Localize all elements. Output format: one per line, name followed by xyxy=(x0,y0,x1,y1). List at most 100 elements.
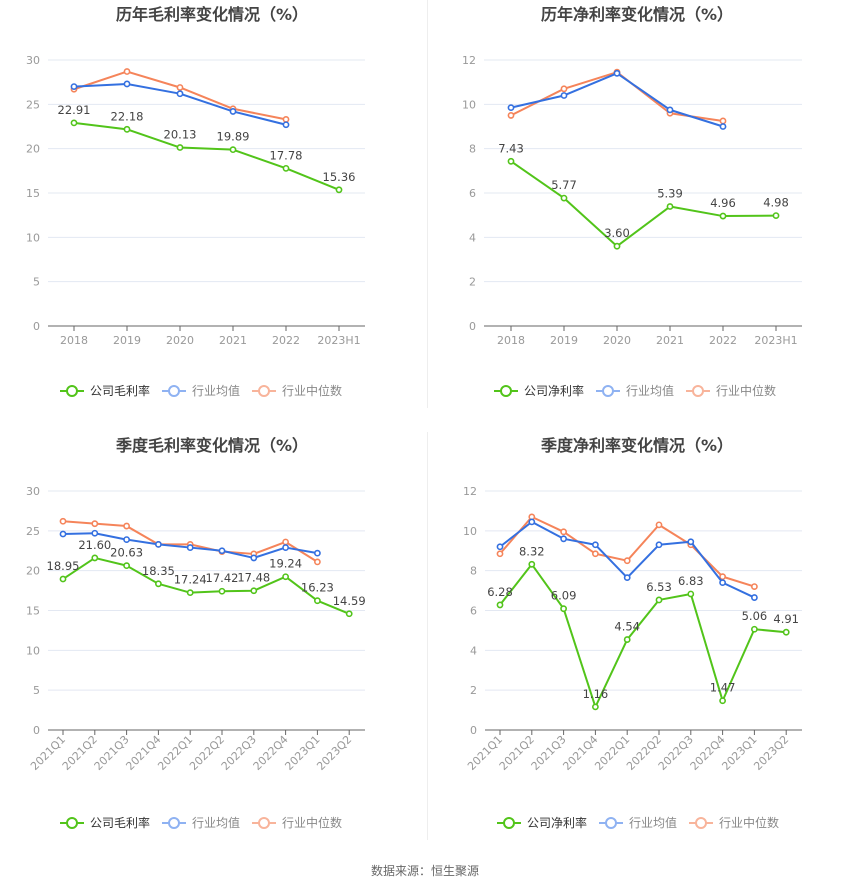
legend-item-median[interactable]: 行业中位数 xyxy=(252,383,342,398)
legend-item-company[interactable]: 公司净利率 xyxy=(497,815,587,830)
data-point-company[interactable] xyxy=(750,625,758,633)
legend-item-median[interactable]: 行业中位数 xyxy=(686,383,776,398)
y-tick-label: 4 xyxy=(469,231,476,244)
data-point-avg[interactable] xyxy=(750,594,758,601)
data-point-company[interactable] xyxy=(335,186,343,194)
data-point-median[interactable] xyxy=(719,573,726,581)
legend-item-avg[interactable]: 行业均值 xyxy=(162,815,240,830)
data-point-company[interactable] xyxy=(345,610,353,618)
legend-item-company[interactable]: 公司毛利率 xyxy=(60,383,150,398)
y-tick-label: 0 xyxy=(33,724,40,737)
data-point-avg[interactable] xyxy=(250,554,258,562)
data-point-company[interactable] xyxy=(655,596,663,604)
data-point-company[interactable] xyxy=(91,554,99,562)
data-point-median[interactable] xyxy=(655,521,663,529)
data-point-company[interactable] xyxy=(218,587,226,595)
data-point-median[interactable] xyxy=(507,112,515,119)
data-point-company[interactable] xyxy=(250,587,258,595)
data-point-avg[interactable] xyxy=(591,541,599,549)
data-point-avg[interactable] xyxy=(313,549,321,557)
data-point-median[interactable] xyxy=(750,583,758,590)
data-point-median[interactable] xyxy=(719,117,727,125)
data-point-company[interactable] xyxy=(154,580,162,588)
legend-item-company[interactable]: 公司毛利率 xyxy=(60,815,150,830)
data-point-avg[interactable] xyxy=(719,579,726,587)
data-point-avg[interactable] xyxy=(496,543,504,551)
y-tick-label: 30 xyxy=(26,54,40,67)
data-point-company[interactable] xyxy=(782,628,790,636)
y-tick-label: 20 xyxy=(26,143,40,156)
data-label: 5.77 xyxy=(551,178,577,192)
data-point-median[interactable] xyxy=(123,68,131,75)
data-point-median[interactable] xyxy=(591,550,599,558)
data-point-company[interactable] xyxy=(613,242,621,250)
data-point-company[interactable] xyxy=(70,119,78,127)
legend-item-company[interactable]: 公司净利率 xyxy=(494,383,584,398)
data-point-company[interactable] xyxy=(719,212,727,220)
data-point-avg[interactable] xyxy=(218,547,226,555)
data-point-company[interactable] xyxy=(123,125,131,133)
data-point-company[interactable] xyxy=(560,605,567,613)
data-point-avg[interactable] xyxy=(528,518,536,526)
data-point-company[interactable] xyxy=(313,597,321,605)
data-point-avg[interactable] xyxy=(282,544,289,551)
data-point-avg[interactable] xyxy=(719,123,727,130)
data-point-company[interactable] xyxy=(666,203,674,210)
data-point-avg[interactable] xyxy=(123,536,130,543)
data-point-avg[interactable] xyxy=(687,538,695,546)
data-point-median[interactable] xyxy=(496,550,504,558)
data-point-median[interactable] xyxy=(313,558,321,566)
data-point-avg[interactable] xyxy=(229,108,237,115)
legend-marker-icon xyxy=(168,817,180,829)
data-point-company[interactable] xyxy=(687,590,695,598)
data-point-avg[interactable] xyxy=(560,535,567,543)
data-point-avg[interactable] xyxy=(70,83,78,90)
data-point-median[interactable] xyxy=(282,538,289,546)
data-point-company[interactable] xyxy=(496,601,504,609)
data-point-avg[interactable] xyxy=(59,530,67,538)
data-point-median[interactable] xyxy=(123,522,130,530)
chart-title: 季度毛利率变化情况（%） xyxy=(115,436,308,455)
data-point-company[interactable] xyxy=(591,703,599,711)
data-point-company[interactable] xyxy=(59,575,67,583)
legend-item-avg[interactable]: 行业均值 xyxy=(162,383,240,398)
data-point-avg[interactable] xyxy=(282,121,290,129)
legend-item-median[interactable]: 行业中位数 xyxy=(689,815,779,830)
data-point-company[interactable] xyxy=(176,144,184,151)
data-point-median[interactable] xyxy=(59,517,67,525)
chart-annual-net-margin: 历年净利率变化情况（%） 0 2 4 6 8 10 12 2018 2019 2020 2021 202… xyxy=(462,5,802,398)
data-point-avg[interactable] xyxy=(623,574,631,582)
x-tick-label: 2019 xyxy=(113,334,141,347)
data-point-company[interactable] xyxy=(560,194,568,202)
data-point-company[interactable] xyxy=(719,697,726,705)
legend-item-median[interactable]: 行业中位数 xyxy=(252,815,342,830)
data-point-company[interactable] xyxy=(229,146,237,154)
data-point-median[interactable] xyxy=(91,520,99,528)
data-point-avg[interactable] xyxy=(154,540,162,548)
data-point-company[interactable] xyxy=(123,562,130,570)
data-point-avg[interactable] xyxy=(560,92,568,99)
data-point-company[interactable] xyxy=(507,157,515,165)
data-point-avg[interactable] xyxy=(176,90,184,98)
data-point-company[interactable] xyxy=(623,636,631,643)
data-point-avg[interactable] xyxy=(123,80,131,88)
data-point-median[interactable] xyxy=(560,528,567,536)
data-point-avg[interactable] xyxy=(91,529,99,537)
legend-item-avg[interactable]: 行业均值 xyxy=(596,383,674,398)
data-point-median[interactable] xyxy=(176,84,184,91)
data-point-avg[interactable] xyxy=(666,106,674,114)
data-point-median[interactable] xyxy=(282,116,290,123)
data-point-company[interactable] xyxy=(282,573,289,581)
data-point-company[interactable] xyxy=(772,212,780,220)
data-point-avg[interactable] xyxy=(507,104,515,112)
data-point-avg[interactable] xyxy=(655,541,663,549)
data-point-avg[interactable] xyxy=(186,544,194,551)
data-point-median[interactable] xyxy=(560,85,568,93)
data-point-company[interactable] xyxy=(282,164,290,172)
data-point-company[interactable] xyxy=(528,560,536,568)
data-point-company[interactable] xyxy=(186,589,194,597)
data-point-avg[interactable] xyxy=(613,69,621,77)
legend-item-avg[interactable]: 行业均值 xyxy=(599,815,677,830)
data-point-median[interactable] xyxy=(623,557,631,565)
chart-quarterly-gross-margin: 季度毛利率变化情况（%）0510152025302021Q12021Q22021… xyxy=(26,436,366,830)
